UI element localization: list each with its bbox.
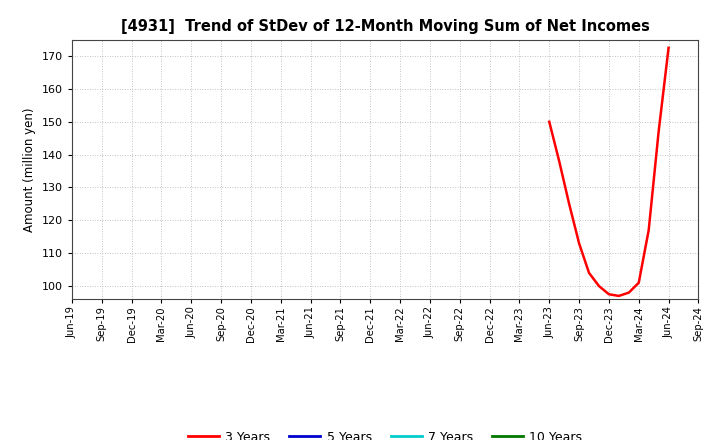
Legend: 3 Years, 5 Years, 7 Years, 10 Years: 3 Years, 5 Years, 7 Years, 10 Years [183, 426, 588, 440]
Y-axis label: Amount (million yen): Amount (million yen) [23, 107, 36, 231]
Title: [4931]  Trend of StDev of 12-Month Moving Sum of Net Incomes: [4931] Trend of StDev of 12-Month Moving… [121, 19, 649, 34]
